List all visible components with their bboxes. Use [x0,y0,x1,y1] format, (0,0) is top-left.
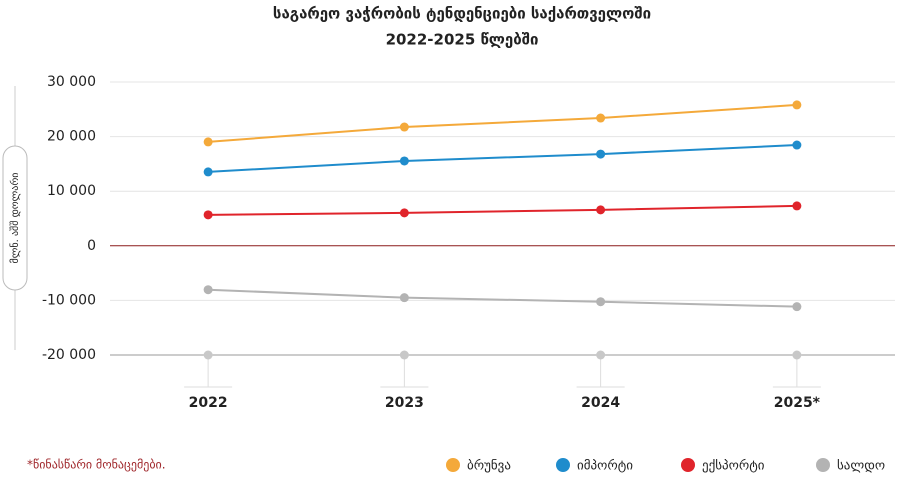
y-axis-label: მლნ. აშშ დოლარი [9,173,21,264]
legend-label: ექსპორტი [702,459,765,474]
y-tick-label: 10 000 [47,183,96,199]
data-point [399,293,409,303]
data-point [596,297,606,307]
y-tick-label: 20 000 [47,129,96,145]
data-point [399,208,409,218]
chart-subtitle: 2022-2025 წლებში [386,31,539,49]
data-point [792,100,802,110]
axis-dot [792,350,802,360]
data-point [203,137,213,147]
footnote: *წინასწარი მონაცემები. [27,458,166,472]
y-tick-label: -10 000 [42,292,96,308]
data-point [399,156,409,166]
x-tick-label: 2025* [774,395,821,411]
data-point [203,210,213,220]
legend-label: სალდო [837,459,885,474]
series-line [208,144,797,173]
chart-title: საგარეო ვაჭრობის ტენდენციები საქართველოშ… [273,5,651,23]
y-label-pill [2,145,28,291]
data-point [792,302,802,312]
series-line [208,103,797,143]
data-point [596,205,606,215]
x-tick-label: 2022 [189,395,228,411]
data-point [596,113,606,123]
x-tick-label: 2024 [581,395,620,411]
data-point [399,122,409,132]
axis-dot [596,350,606,360]
series-line [208,204,797,216]
data-point [203,285,213,295]
axis-dot [399,350,409,360]
data-point [203,167,213,177]
legend-label: იმპორტი [577,459,633,474]
series-line [208,288,797,308]
x-tick-label: 2023 [385,395,424,411]
y-tick-label: 30 000 [47,74,96,90]
axis-dot [203,350,213,360]
data-point [792,140,802,150]
legend-marker [446,458,460,472]
y-tick-label: -20 000 [42,347,96,363]
data-point [792,201,802,211]
legend-marker [681,458,695,472]
data-point [596,149,606,159]
legend-marker [556,458,570,472]
legend-label: ბრუნვა [467,459,511,474]
y-tick-label: 0 [87,238,96,254]
legend-marker [816,458,830,472]
